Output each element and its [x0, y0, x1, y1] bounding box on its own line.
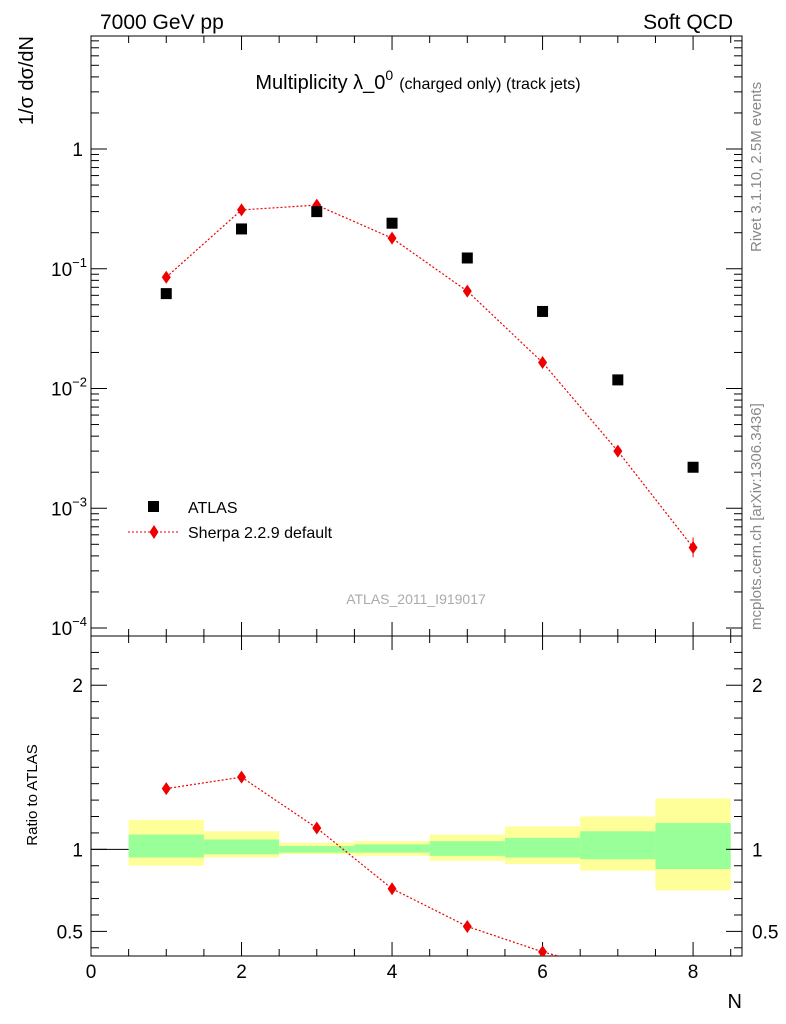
tick-base: 10	[51, 619, 72, 640]
sherpa-point	[161, 270, 171, 284]
sherpa-line	[165, 204, 694, 548]
mcplots-reference-label: mcplots.cern.ch [arXiv:1306.3436]	[748, 403, 765, 630]
main-panel: 110−110−210−310−4 Multiplicity λ_00(char…	[16, 35, 743, 640]
atlas-point	[160, 288, 172, 300]
main-series-marks	[160, 198, 699, 558]
main-y-tick-label: 10−3	[51, 494, 87, 520]
ratio-sherpa-point	[387, 882, 397, 896]
ratio-band-inner	[429, 841, 505, 856]
ratio-y-axis-label: Ratio to ATLAS	[24, 744, 41, 845]
main-y-tick-labels: 110−110−210−310−4	[51, 140, 87, 640]
rivet-version-label: Rivet 3.1.10, 2.5M events	[748, 82, 765, 252]
analysis-watermark: ATLAS_2011_I919017	[346, 591, 486, 607]
ratio-y-tick-label-right: 2	[752, 676, 763, 697]
tick-base: 10	[51, 499, 72, 520]
ratio-axis-ticks	[90, 635, 742, 956]
x-tick-label: 2	[236, 962, 247, 983]
main-y-tick-label: 10−4	[51, 614, 87, 640]
main-title-suffix: (charged only) (track jets)	[399, 76, 580, 93]
ratio-panel: 0.5 0.5 1 1 2 2 0 2 4 6 8 Ratio to ATLAS N	[24, 635, 779, 1013]
ratio-band-inner	[128, 834, 204, 858]
legend: ATLAS Sherpa 2.2.9 default	[128, 500, 333, 542]
ratio-band-inner	[203, 839, 280, 855]
ratio-band-inner	[354, 844, 430, 853]
ratio-x-tick-labels: 0 2 4 6 8	[86, 962, 699, 983]
legend-sherpa-marker	[149, 525, 159, 539]
sherpa-point	[538, 355, 548, 369]
main-title-superscript: 0	[385, 67, 393, 83]
ratio-band-inner	[279, 846, 355, 853]
x-tick-label: 0	[86, 962, 97, 983]
ratio-band-inner	[580, 831, 656, 860]
sherpa-point	[688, 541, 698, 555]
main-y-tick-label: 1	[72, 140, 83, 161]
x-axis-label: N	[728, 991, 742, 1013]
ratio-y-tick-label-right: 1	[752, 840, 763, 861]
ratio-sherpa-point	[462, 919, 472, 933]
atlas-point	[311, 206, 323, 218]
ratio-y-tick-labels: 0.5 0.5 1 1 2 2	[57, 676, 779, 943]
sherpa-point	[462, 284, 472, 298]
ratio-frame	[90, 635, 743, 957]
main-y-axis-label: 1/σ dσ/dN	[16, 36, 38, 125]
ratio-band-inner	[504, 837, 581, 858]
atlas-point	[461, 252, 473, 264]
main-plot-area	[90, 35, 743, 637]
legend-atlas-label: ATLAS	[188, 500, 238, 517]
tick-base: 10	[51, 260, 72, 281]
ratio-series-marks	[161, 770, 622, 978]
atlas-point	[687, 461, 699, 473]
atlas-point	[537, 305, 549, 317]
main-axis-ticks	[90, 36, 742, 636]
x-tick-label: 6	[537, 962, 548, 983]
ratio-series-group	[161, 770, 622, 978]
x-tick-label: 4	[387, 962, 398, 983]
ratio-y-tick-label-left: 2	[72, 676, 83, 697]
legend-sherpa-label: Sherpa 2.2.9 default	[188, 525, 333, 542]
tick-exponent: −3	[72, 494, 87, 509]
atlas-point	[236, 223, 248, 235]
main-y-tick-label: 10−2	[51, 375, 87, 401]
main-title-text: Multiplicity λ_0	[255, 72, 385, 94]
main-y-tick-label: 10−1	[51, 255, 87, 281]
ratio-band-inner	[655, 823, 731, 870]
tick-exponent: −4	[72, 614, 87, 629]
main-title: Multiplicity λ_00 (charged only) (track j…	[255, 67, 580, 94]
atlas-point	[612, 374, 624, 386]
ratio-sherpa-point	[613, 965, 622, 978]
tick-exponent: −2	[72, 375, 87, 390]
ratio-plot-area	[90, 635, 743, 957]
ratio-sherpa-point	[237, 770, 247, 784]
atlas-point	[386, 217, 398, 229]
tick-exponent: −1	[72, 255, 87, 270]
legend-atlas-marker	[148, 501, 159, 512]
sherpa-point	[237, 203, 247, 217]
ratio-y-tick-label-left: 1	[72, 840, 83, 861]
sherpa-point	[387, 231, 397, 245]
x-tick-label: 8	[688, 962, 699, 983]
main-frame	[90, 35, 743, 637]
ratio-y-tick-label-right: 0.5	[752, 922, 778, 943]
tick-base: 10	[51, 380, 72, 401]
ratio-sherpa-point	[161, 782, 171, 796]
ratio-sherpa-point	[538, 945, 548, 956]
header-energy-label: 7000 GeV pp	[100, 11, 224, 34]
ratio-sherpa-point	[312, 821, 322, 835]
header-category-label: Soft QCD	[643, 11, 733, 34]
ratio-y-tick-label-left: 0.5	[57, 922, 83, 943]
sherpa-point	[613, 444, 623, 458]
ratio-uncertainty-bands	[128, 798, 731, 891]
ratio-sherpa-line	[166, 776, 561, 956]
